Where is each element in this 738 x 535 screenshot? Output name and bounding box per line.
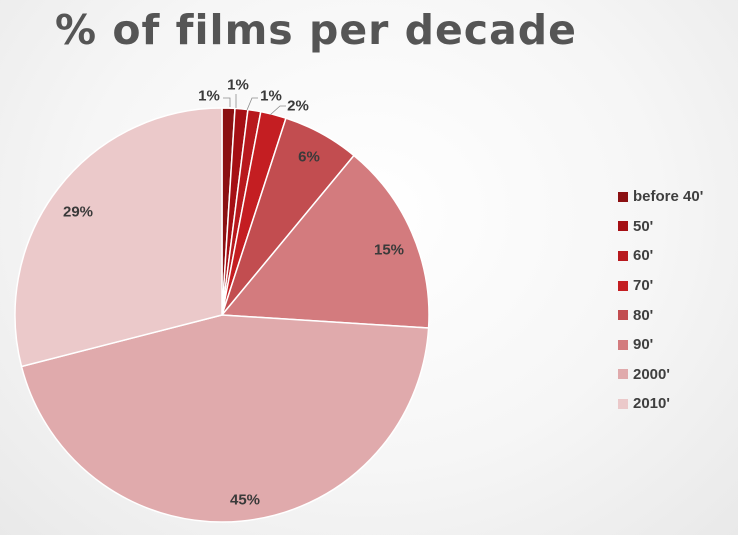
pie-slice-7 [14, 107, 223, 368]
legend-swatch-7 [618, 398, 628, 409]
legend-item-5: 90' [618, 330, 703, 360]
legend-swatch-2 [618, 250, 628, 261]
data-label-4: 6% [298, 149, 320, 166]
legend-label-7: 2010' [633, 395, 670, 413]
legend-item-0: before 40' [618, 182, 703, 212]
pie-slice-6 [20, 314, 430, 523]
pie-slices [14, 107, 430, 523]
legend-label-1: 50' [633, 217, 654, 235]
data-label-7: 29% [63, 204, 93, 221]
legend-label-3: 70' [633, 277, 654, 295]
legend-swatch-3 [618, 280, 628, 291]
leader-lines [223, 94, 286, 116]
legend-label-4: 80' [633, 306, 654, 324]
data-label-0: 1% [198, 88, 220, 105]
data-label-5: 15% [374, 242, 404, 259]
data-label-6: 45% [230, 492, 260, 509]
chart-title: % of films per decade [55, 6, 577, 54]
legend-item-3: 70' [618, 271, 703, 301]
legend-label-5: 90' [633, 336, 654, 354]
data-labels: 1% 1% 1% 2% 6% 15% 45% 29% [63, 77, 404, 509]
leader-line-3 [269, 105, 286, 116]
leader-line-2 [246, 97, 258, 111]
legend-item-2: 60' [618, 241, 703, 271]
data-label-3: 2% [287, 98, 309, 115]
data-label-1: 1% [227, 77, 249, 94]
legend: before 40' 50' 60' 70' 80' 90' 2000' 2010' [618, 182, 703, 419]
legend-item-7: 2010' [618, 389, 703, 419]
legend-label-6: 2000' [633, 365, 670, 383]
legend-swatch-0 [618, 191, 628, 202]
legend-item-4: 80' [618, 300, 703, 330]
legend-label-0: before 40' [633, 188, 704, 206]
legend-label-2: 60' [633, 247, 654, 265]
legend-swatch-6 [618, 369, 628, 380]
leader-line-0 [223, 97, 231, 107]
legend-item-1: 50' [618, 212, 703, 242]
data-label-2: 1% [260, 88, 282, 105]
legend-swatch-1 [618, 221, 628, 232]
legend-swatch-4 [618, 310, 628, 321]
pie-slice-5 [220, 154, 430, 329]
legend-swatch-5 [618, 339, 628, 350]
legend-item-6: 2000' [618, 360, 703, 390]
